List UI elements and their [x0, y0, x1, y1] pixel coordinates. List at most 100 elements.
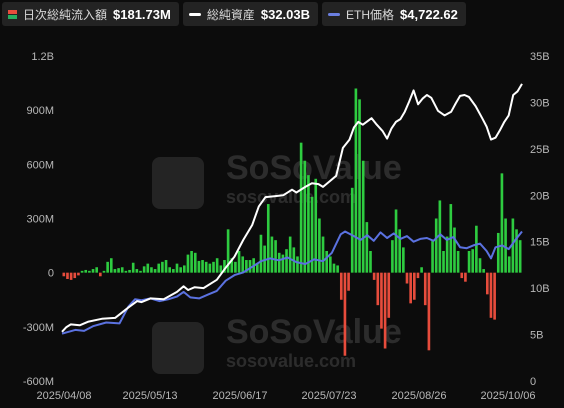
daily-net-inflow-bar: [226, 229, 230, 273]
right-axis-tick-label: 0: [530, 376, 536, 388]
daily-net-inflow-bar: [164, 260, 168, 273]
daily-net-inflow-bar: [518, 240, 522, 273]
daily-net-inflow-bar: [182, 265, 186, 273]
daily-net-inflow-bar: [489, 272, 493, 318]
daily-net-inflow-bar: [412, 272, 416, 300]
x-axis-tick-label: 2025/05/13: [122, 390, 177, 402]
daily-net-inflow-bar: [201, 260, 204, 273]
daily-net-inflow-bar: [321, 236, 325, 273]
daily-net-inflow-bar: [62, 272, 66, 277]
daily-net-inflow-bar: [314, 178, 318, 273]
daily-net-inflow-bar: [175, 263, 179, 273]
daily-net-inflow-bar: [438, 200, 442, 273]
daily-net-inflow-bar: [99, 272, 102, 277]
daily-net-inflow-bar: [161, 261, 164, 273]
daily-net-inflow-bar: [420, 267, 423, 273]
daily-net-inflow-bar: [318, 218, 321, 273]
daily-net-inflow-bar: [186, 254, 190, 273]
x-axis-tick-label: 2025/07/23: [301, 390, 356, 402]
net-assets-line-swatch-icon: [188, 12, 201, 16]
daily-net-inflow-bar: [394, 209, 398, 273]
daily-net-inflow-bar: [120, 267, 124, 273]
right-axis-tick-label: 20B: [530, 190, 550, 202]
daily-net-inflow-bar: [219, 265, 223, 273]
daily-net-inflow-bar: [456, 251, 460, 273]
daily-net-inflow-bar: [423, 272, 427, 306]
daily-net-inflow-bar: [153, 269, 157, 273]
daily-net-inflow-bar: [496, 232, 500, 273]
daily-net-inflow-bar: [303, 160, 307, 273]
x-axis-tick-label: 2025/08/26: [391, 390, 446, 402]
daily-net-inflow-bar: [431, 240, 434, 273]
daily-net-inflow-bar: [339, 272, 343, 300]
daily-net-inflow-bar: [500, 173, 504, 273]
x-axis-tick-label: 2025/06/17: [212, 390, 267, 402]
legend-label: 日次総純流入額: [23, 7, 108, 22]
daily-net-inflow-bar: [142, 266, 146, 273]
legend-label: ETH価格: [346, 7, 395, 22]
daily-net-inflow-bar: [150, 267, 153, 273]
legend-value: $32.03B: [260, 6, 311, 22]
left-axis-tick-label: 1.2B: [31, 51, 54, 63]
daily-net-inflow-bar: [307, 175, 310, 273]
daily-net-inflow-bar: [460, 272, 464, 279]
daily-net-inflow-bar: [234, 261, 237, 273]
daily-net-inflow-bar: [146, 263, 150, 273]
daily-net-inflow-bar: [358, 99, 361, 273]
daily-net-inflow-bar: [453, 227, 456, 273]
legend-item-daily-net-inflow[interactable]: 日次総純流入額 $181.73M: [2, 2, 179, 26]
daily-net-inflow-bar: [215, 258, 219, 273]
daily-net-inflow-bar: [117, 268, 120, 273]
daily-net-inflow-bar: [80, 270, 84, 273]
daily-net-inflow-bar: [73, 272, 77, 279]
legend-item-total-net-assets[interactable]: 総純資産 $32.03B: [182, 2, 319, 26]
daily-net-inflow-bar: [102, 270, 106, 273]
daily-net-inflow-bar: [380, 272, 383, 329]
daily-net-inflow-bar: [478, 258, 482, 273]
daily-net-inflow-bar: [223, 260, 226, 273]
legend-item-eth-price[interactable]: ETH価格 $4,722.62: [322, 2, 466, 26]
daily-net-inflow-bar: [471, 249, 475, 273]
daily-net-inflow-bar: [266, 204, 270, 273]
watermark-group: SoSoValuesosovalue.comSoSoValuesosovalue…: [152, 149, 402, 374]
daily-net-inflow-bar: [434, 218, 438, 273]
daily-net-inflow-bar: [285, 249, 288, 273]
right-y-axis: 35B 30B 25B 20B 15B 10B 5B 0: [530, 51, 550, 388]
daily-net-inflow-bar: [427, 272, 431, 351]
daily-net-inflow-bar: [354, 88, 358, 273]
left-axis-tick-label: 900M: [26, 105, 54, 117]
daily-net-inflow-bar: [325, 251, 328, 273]
daily-net-inflow-bar: [84, 269, 88, 273]
watermark-top-url: sosovalue.com: [226, 187, 356, 207]
daily-net-inflow-bar: [405, 272, 409, 284]
daily-net-inflow-bar: [511, 218, 515, 273]
daily-net-inflow-bar: [369, 251, 372, 273]
daily-net-inflow-bar: [77, 272, 80, 276]
daily-net-inflow-bar: [409, 272, 412, 304]
watermark-bottom-logo-icon: [152, 322, 204, 374]
x-axis-tick-label: 2025/10/06: [480, 390, 535, 402]
daily-net-inflow-bar: [288, 236, 292, 273]
daily-net-inflow-bar: [398, 229, 402, 273]
daily-net-inflow-bar: [128, 269, 131, 273]
left-axis-tick-label: 0: [48, 268, 54, 280]
daily-net-inflow-bar: [190, 251, 193, 273]
daily-net-inflow-bar: [387, 272, 391, 318]
daily-net-inflow-bar: [95, 267, 98, 273]
watermark-bottom-brand: SoSoValue: [226, 313, 402, 351]
right-axis-tick-label: 10B: [530, 283, 550, 295]
daily-net-inflow-bar: [310, 196, 314, 273]
daily-net-inflow-bar: [245, 260, 248, 273]
daily-net-inflow-bar: [281, 254, 285, 273]
daily-net-inflow-bar: [475, 225, 478, 273]
daily-net-inflow-bar: [329, 256, 332, 273]
daily-net-inflow-bar: [350, 187, 354, 273]
inflow-outflow-swatch-icon: [8, 9, 17, 19]
daily-net-inflow-bar: [106, 261, 109, 273]
daily-net-inflow-bar: [241, 256, 245, 273]
daily-net-inflow-bar: [515, 229, 518, 273]
daily-net-inflow-bar: [467, 251, 471, 273]
left-axis-tick-label: 600M: [26, 159, 54, 171]
daily-net-inflow-bar: [208, 263, 212, 273]
